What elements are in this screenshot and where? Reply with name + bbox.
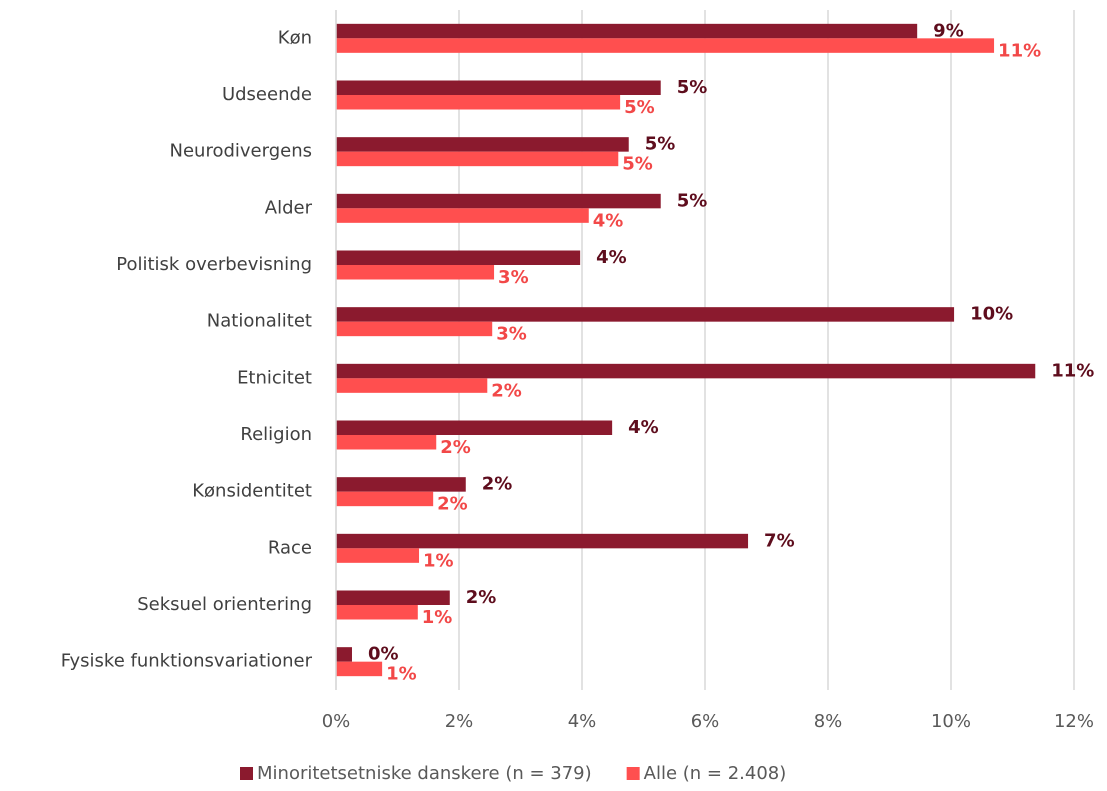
y-tick-label: Fysiske funktionsvariationer [61,651,313,672]
value-label: 2% [466,587,497,608]
value-label: 5% [622,154,653,175]
value-label: 5% [624,97,655,118]
x-tick-label: 0% [322,711,351,732]
bar [336,95,621,110]
bar [336,533,749,549]
y-tick-label: Nationalitet [207,311,312,332]
value-label: 7% [764,530,795,551]
bar [336,435,437,450]
bar [336,363,1036,379]
value-label: 5% [645,134,676,155]
bar [336,477,466,492]
bar [336,307,955,322]
legend-label: Minoritetsetniske danskere (n = 379) [257,763,592,784]
bar [336,23,918,39]
y-tick-label: Køn [278,27,312,48]
bar [336,250,581,265]
value-label: 2% [482,474,513,495]
value-label: 3% [498,267,529,288]
x-tick-label: 2% [445,711,474,732]
bar [336,491,434,507]
value-label: 2% [437,494,468,515]
x-tick-label: 8% [814,711,843,732]
bar [336,80,661,95]
y-tick-label: Race [268,537,312,558]
bar [336,38,995,53]
value-label: 1% [422,607,453,628]
value-label: 2% [491,380,522,401]
y-tick-label: Alder [265,197,313,218]
bar [336,151,619,167]
bar [336,661,383,677]
x-tick-label: 10% [931,711,971,732]
x-tick-label: 12% [1054,711,1094,732]
value-label: 4% [593,210,624,231]
value-label: 9% [933,20,964,41]
value-label: 5% [677,190,708,211]
value-label: 11% [1051,360,1094,381]
bar [336,378,488,393]
value-label: 0% [368,644,399,665]
value-label: 1% [423,550,454,571]
value-label: 11% [998,40,1041,61]
y-tick-label: Religion [240,424,312,445]
bar [336,137,629,152]
bar [336,548,420,563]
y-tick-label: Kønsidentitet [192,481,312,502]
value-label: 4% [628,417,659,438]
x-tick-label: 4% [568,711,597,732]
value-label: 5% [677,77,708,98]
value-label: 3% [496,324,527,345]
value-label: 2% [440,437,471,458]
y-tick-label: Politisk overbevisning [116,254,312,275]
bar [336,605,418,620]
bar [336,208,589,223]
legend-swatch [240,767,253,780]
x-tick-label: 6% [691,711,720,732]
bar [336,647,352,662]
bar [336,420,613,435]
y-tick-label: Etnicitet [237,367,312,388]
bar [336,590,450,605]
y-tick-label: Neurodivergens [170,141,313,162]
value-label: 4% [596,247,627,268]
bar [336,265,495,280]
y-tick-label: Seksuel orientering [137,594,312,615]
legend-label: Alle (n = 2.408) [644,763,787,784]
legend-swatch [626,767,640,780]
value-label: 1% [386,664,417,685]
y-tick-label: Udseende [222,84,312,105]
bar [336,193,661,209]
value-label: 10% [970,304,1013,325]
bar [336,321,493,337]
